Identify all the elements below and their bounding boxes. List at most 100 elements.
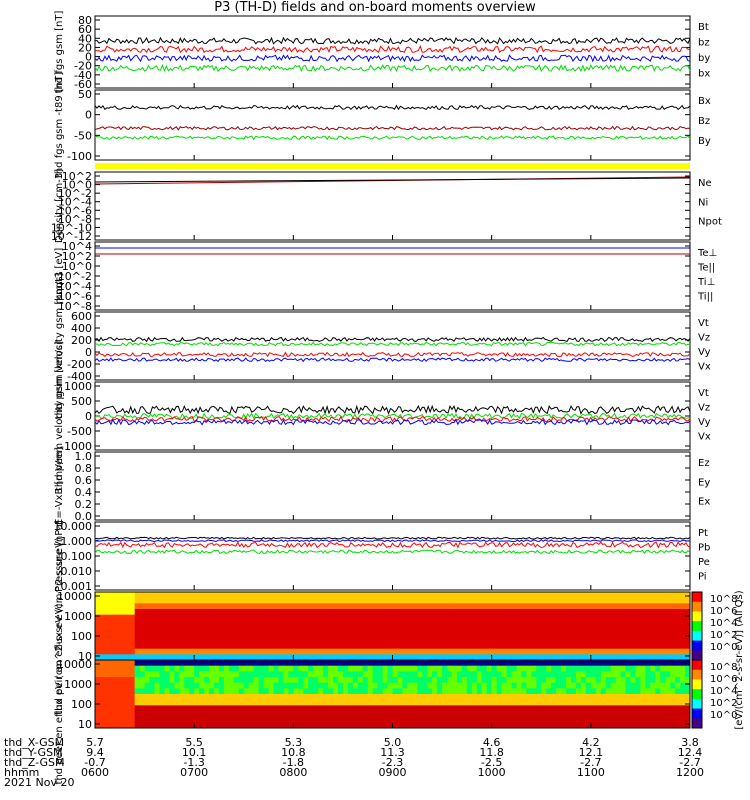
heatmap-cell xyxy=(387,677,393,684)
heatmap-cell xyxy=(189,699,195,706)
heatmap-cell xyxy=(352,631,359,638)
heatmap-cell xyxy=(134,648,141,655)
heatmap-cell xyxy=(491,643,498,650)
heatmap-cell xyxy=(184,592,190,599)
heatmap-cell xyxy=(318,682,324,689)
heatmap-cell xyxy=(283,694,289,701)
heatmap-cell xyxy=(432,631,438,638)
heatmap-cell xyxy=(625,609,631,616)
y-tick-label: 0.001 xyxy=(61,580,93,593)
heatmap-cell xyxy=(496,671,503,678)
heatmap-cell xyxy=(407,694,413,701)
heatmap-cell xyxy=(685,626,691,633)
heatmap-cell xyxy=(342,643,349,650)
heatmap-cell xyxy=(600,722,607,729)
heatmap-cell xyxy=(402,660,408,667)
heatmap-cell xyxy=(337,716,344,723)
heatmap-cell xyxy=(630,648,636,655)
heatmap-cell xyxy=(248,626,255,633)
heatmap-cell xyxy=(452,688,458,695)
heatmap-cell xyxy=(223,699,230,706)
footer-value: -2.7 xyxy=(679,756,700,769)
heatmap-cell xyxy=(432,711,438,718)
heatmap-cell xyxy=(491,722,498,729)
y-tick-label: 10^-2 xyxy=(58,270,92,283)
heatmap-cell xyxy=(293,694,299,701)
heatmap-cell xyxy=(288,597,294,604)
heatmap-cell xyxy=(179,592,185,599)
heatmap-cell xyxy=(571,694,577,701)
heatmap-cell xyxy=(268,705,274,712)
heatmap-cell xyxy=(556,592,562,599)
y-tick-label: 60 xyxy=(78,23,92,36)
heatmap-cell xyxy=(333,637,339,644)
heatmap-cell xyxy=(347,694,354,701)
heatmap-cell xyxy=(303,688,309,695)
heatmap-cell xyxy=(209,671,215,678)
heatmap-cell xyxy=(685,603,691,610)
heatmap-cell xyxy=(556,699,562,706)
heatmap-cell xyxy=(645,626,651,633)
heatmap-cell xyxy=(571,597,577,604)
heatmap-cell xyxy=(139,597,146,604)
heatmap-cell xyxy=(134,626,141,633)
heatmap-cell xyxy=(466,654,473,661)
heatmap-cell xyxy=(233,716,240,723)
heatmap-cell xyxy=(580,597,587,604)
heatmap-cell xyxy=(442,643,448,650)
heatmap-cell xyxy=(432,688,438,695)
heatmap-cell xyxy=(447,597,453,604)
heatmap-cell xyxy=(273,643,279,650)
heatmap-cell xyxy=(456,648,463,655)
heatmap-cell xyxy=(486,688,493,695)
heatmap-cell xyxy=(491,677,498,684)
heatmap-cell xyxy=(466,620,473,627)
heatmap-cell xyxy=(124,671,131,678)
heatmap-cell xyxy=(605,671,612,678)
heatmap-cell xyxy=(199,665,205,672)
heatmap-cell xyxy=(169,648,175,655)
heatmap-cell xyxy=(293,722,299,729)
heatmap-cell xyxy=(501,643,508,650)
heatmap-cell xyxy=(258,614,265,621)
footer-value: 5.0 xyxy=(384,736,402,749)
heatmap-cell xyxy=(273,654,279,661)
heatmap-cell xyxy=(556,631,562,638)
heatmap-cell xyxy=(372,614,379,621)
heatmap-cell xyxy=(556,671,562,678)
heatmap-cell xyxy=(685,682,691,689)
heatmap-cell xyxy=(214,631,220,638)
heatmap-cell xyxy=(471,705,478,712)
heatmap-cell xyxy=(253,626,260,633)
heatmap-cell xyxy=(382,677,389,684)
heatmap-cell xyxy=(263,603,270,610)
heatmap-cell xyxy=(427,716,433,723)
heatmap-cell xyxy=(124,626,131,633)
heatmap-cell xyxy=(580,603,587,610)
heatmap-cell xyxy=(144,654,151,661)
heatmap-cell xyxy=(263,614,270,621)
heatmap-cell xyxy=(556,677,562,684)
heatmap-cell xyxy=(273,688,279,695)
heatmap-cell xyxy=(223,592,230,599)
heatmap-cell xyxy=(228,592,235,599)
heatmap-cell xyxy=(630,677,636,684)
heatmap-cell xyxy=(511,648,517,655)
heatmap-cell xyxy=(571,671,577,678)
heatmap-cell xyxy=(461,705,468,712)
heatmap-cell xyxy=(189,631,195,638)
heatmap-cell xyxy=(154,716,160,723)
heatmap-cell xyxy=(506,648,512,655)
heatmap-cell xyxy=(357,637,364,644)
heatmap-cell xyxy=(109,671,116,678)
heatmap-cell xyxy=(447,665,453,672)
heatmap-cell xyxy=(625,688,631,695)
heatmap-cell xyxy=(218,603,225,610)
heatmap-cell xyxy=(531,688,537,695)
heatmap-cell xyxy=(437,665,443,672)
heatmap-cell xyxy=(521,682,527,689)
heatmap-cell xyxy=(407,597,413,604)
heatmap-cell xyxy=(571,665,577,672)
heatmap-cell xyxy=(427,609,433,616)
heatmap-cell xyxy=(432,716,438,723)
